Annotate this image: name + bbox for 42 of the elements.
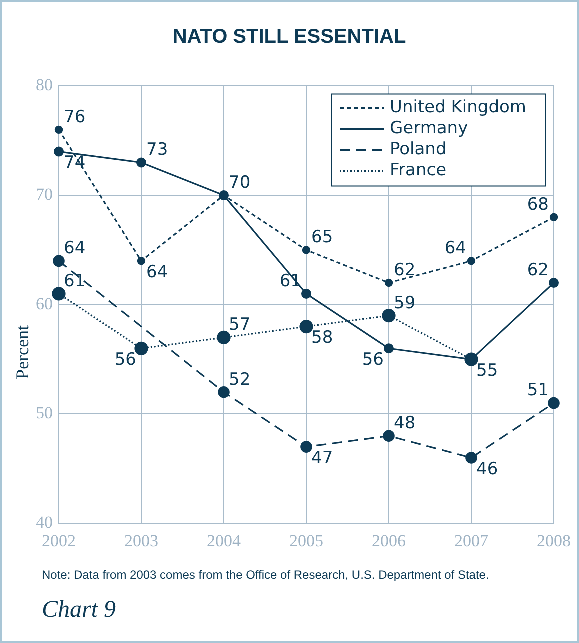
data-label: 59: [394, 293, 416, 314]
x-tick-label: 2008: [537, 531, 571, 550]
y-tick-label: 50: [36, 404, 53, 423]
x-tick-label: 2004: [207, 531, 242, 550]
legend-label: United Kingdom: [390, 98, 526, 118]
data-label: 64: [64, 238, 86, 259]
data-label: 62: [394, 260, 416, 280]
x-tick-label: 2007: [454, 531, 489, 550]
y-axis-title: Percent: [12, 326, 34, 380]
data-label: 64: [444, 238, 466, 259]
x-tick-label: 2006: [372, 531, 406, 550]
data-label: 55: [476, 360, 498, 381]
legend-label: Germany: [390, 118, 468, 139]
data-label: 64: [146, 262, 168, 283]
y-tick-label: 70: [36, 185, 53, 204]
x-tick-label: 2005: [290, 531, 324, 550]
data-label: 76: [64, 107, 86, 128]
data-label: 65: [312, 228, 334, 248]
data-label: 73: [146, 140, 168, 160]
x-tick-label: 2003: [124, 531, 158, 550]
data-label: 61: [64, 271, 86, 292]
data-label: 57: [229, 315, 251, 336]
data-label: 46: [476, 459, 498, 480]
data-label: 51: [527, 380, 549, 401]
x-tick-label: 2002: [42, 531, 76, 550]
legend-label: Poland: [390, 140, 447, 160]
data-label: 68: [527, 194, 549, 215]
data-label: 62: [527, 260, 549, 280]
data-label: 52: [229, 370, 251, 390]
legend-label: France: [390, 160, 447, 181]
data-label: 48: [394, 414, 416, 434]
data-label: 56: [114, 350, 136, 370]
text: Note: Data from 2003 comes from the Office of Research, U.S. Department of State.: [42, 568, 490, 582]
caption: Chart 9: [42, 597, 116, 624]
data-label: 58: [312, 328, 334, 348]
data-label: 70: [229, 172, 251, 193]
data-label: 56: [362, 350, 384, 370]
y-tick-label: 80: [36, 76, 53, 95]
chart-title: NATO STILL ESSENTIAL: [172, 26, 408, 49]
y-tick-label: 40: [36, 513, 53, 532]
y-tick-label: 60: [36, 294, 53, 314]
data-label: 47: [312, 448, 334, 468]
